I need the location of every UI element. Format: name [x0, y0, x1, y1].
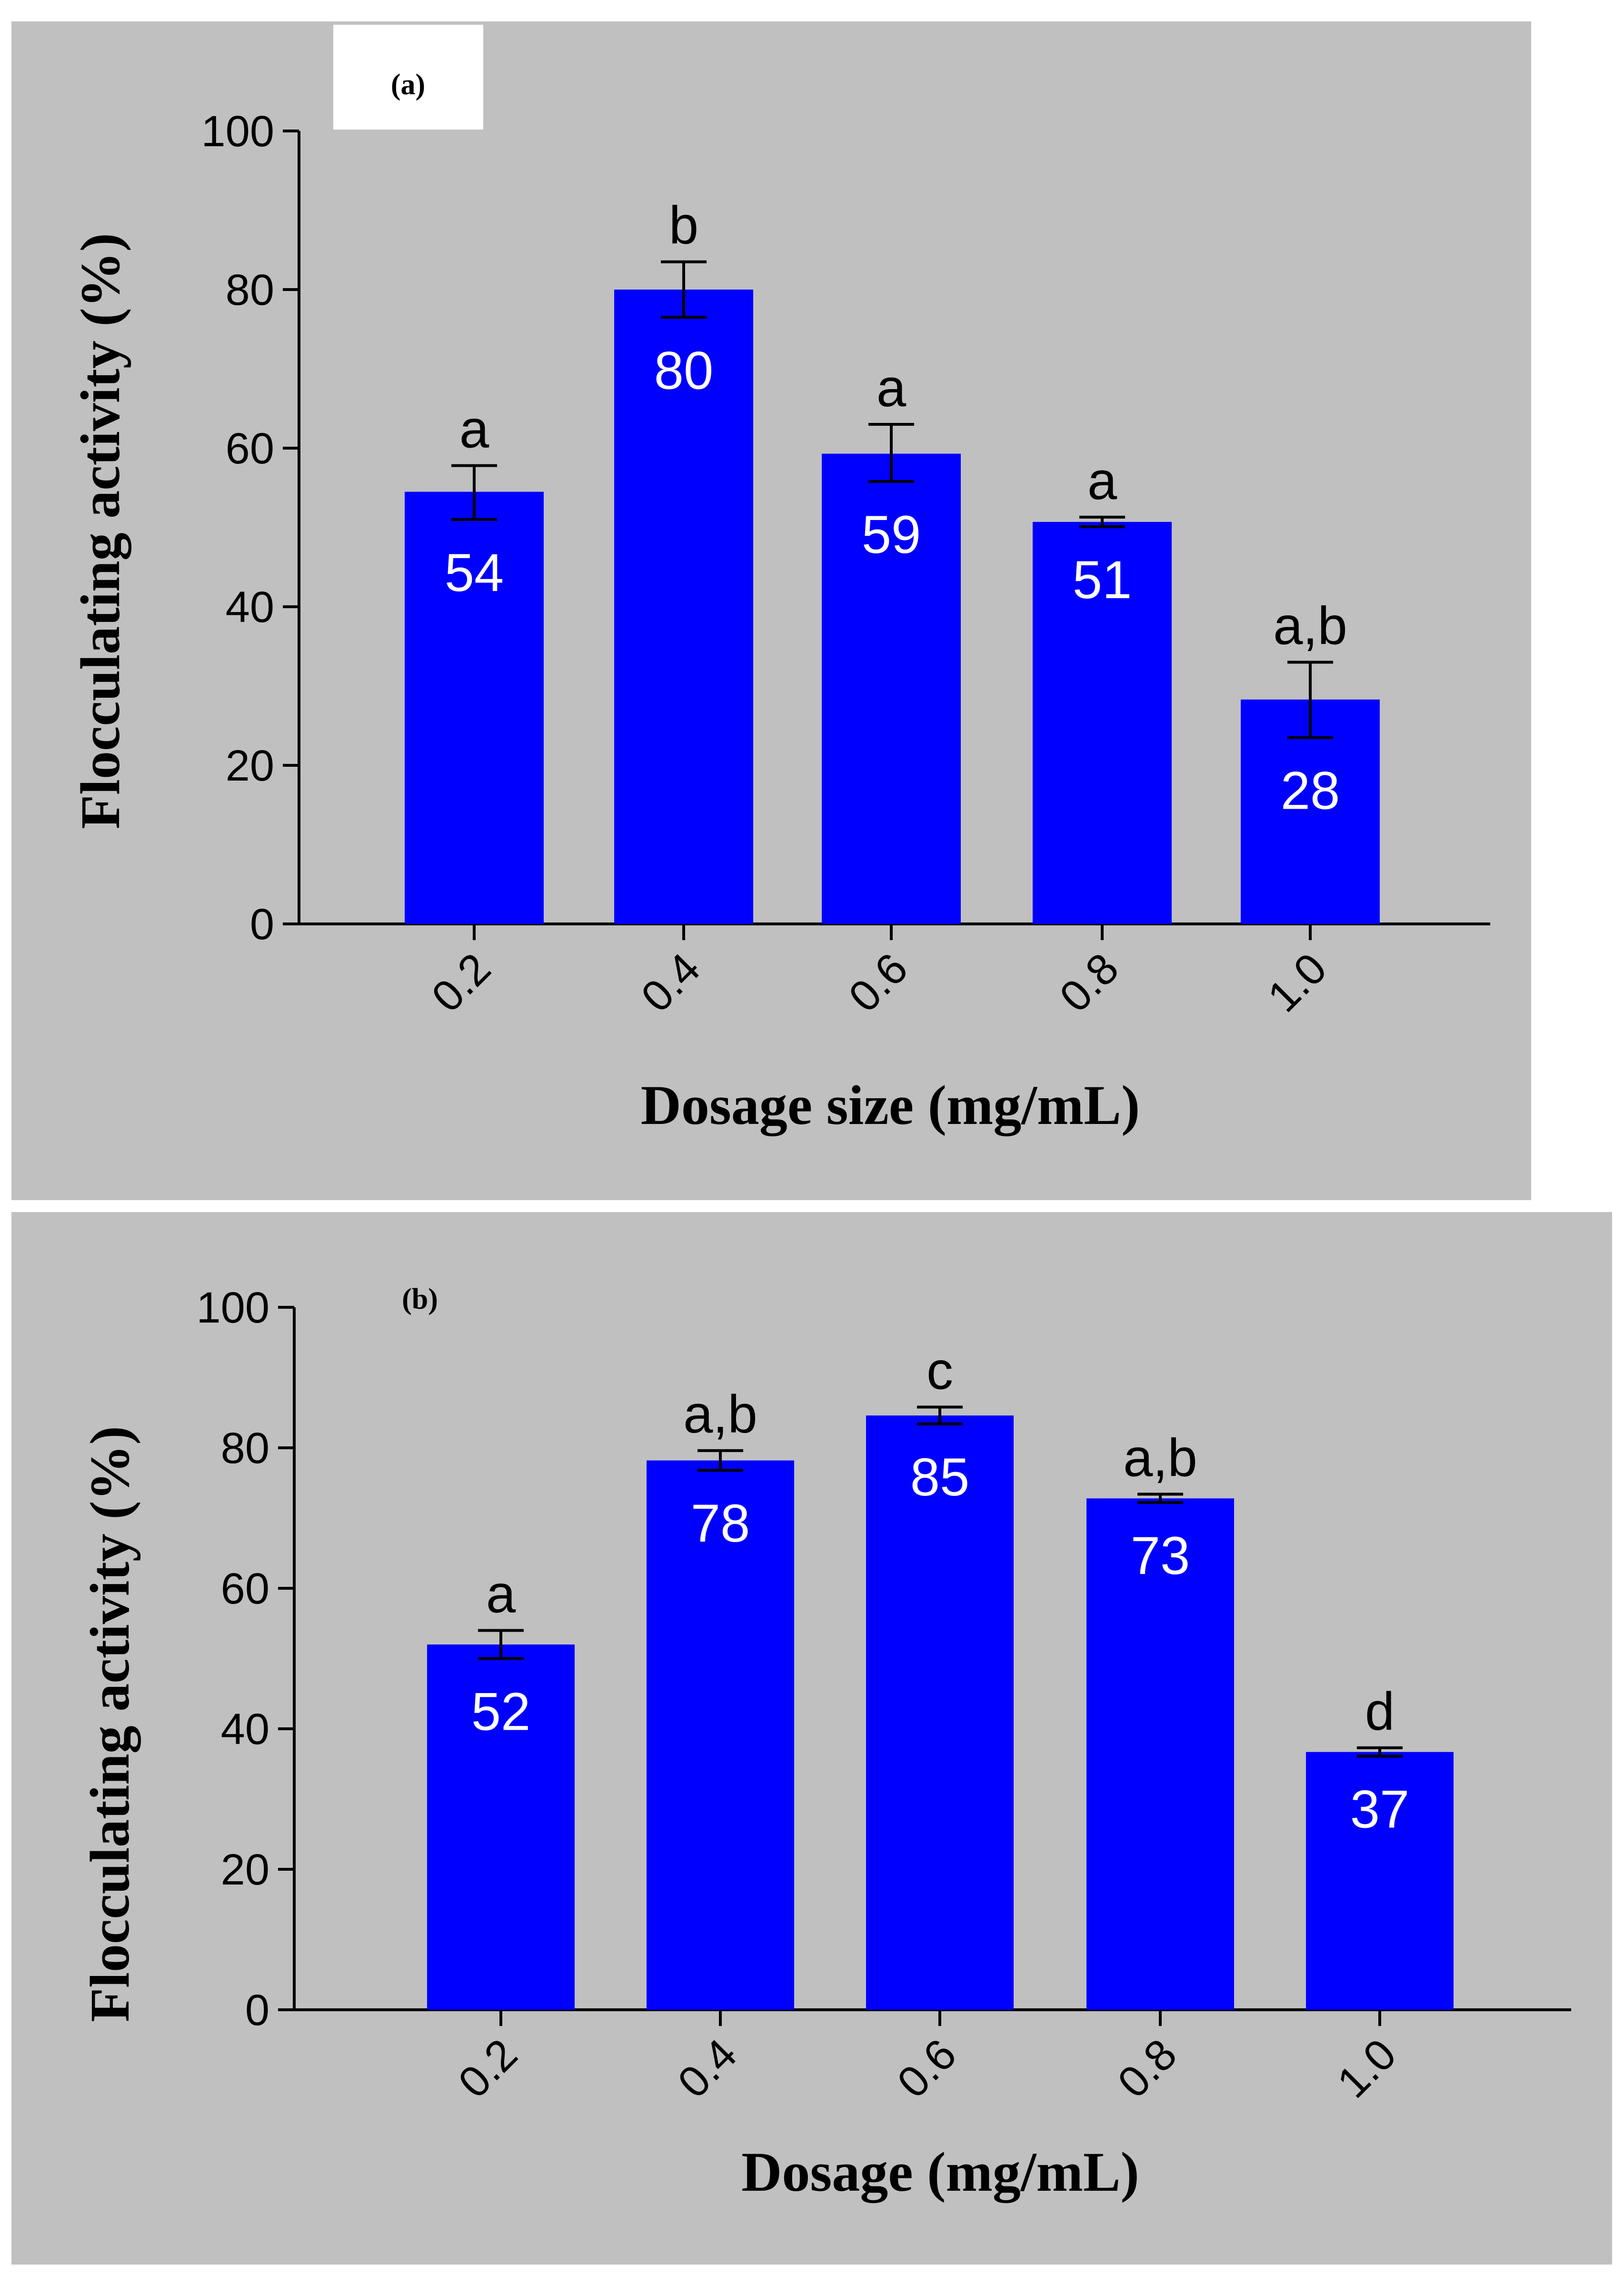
panel-b-y-tick-label: 60 [221, 1564, 269, 1613]
panel-b-y-tick-label: 80 [221, 1424, 269, 1473]
panel-a-significance-letter: b [669, 196, 698, 255]
panel-b-label: (b) [402, 1283, 438, 1315]
panel-b-value-label: 37 [1350, 1780, 1410, 1839]
panel-b-y-tick-label: 100 [197, 1283, 270, 1332]
panel-a-bar [614, 290, 753, 924]
panel-a-y-tick-label: 20 [226, 742, 274, 790]
panel-b-bar [427, 1644, 575, 2010]
panel-b-bar [647, 1460, 794, 2010]
panel-b-y-tick-label: 40 [221, 1705, 269, 1754]
panel-b-value-label: 52 [471, 1682, 531, 1742]
panel-a-significance-letter: a [877, 358, 907, 418]
panel-a-significance-letter: a [1087, 451, 1117, 511]
panel-a-value-label: 80 [654, 341, 714, 400]
panel-a-value-label: 28 [1281, 761, 1340, 821]
panel-a-y-tick-label: 60 [226, 424, 274, 473]
panel-a-label: (a) [391, 69, 425, 101]
panel-a-bar [822, 453, 961, 924]
panel-a-significance-letter: a,b [1273, 596, 1347, 656]
panel-a-value-label: 59 [862, 505, 921, 564]
panel-b-value-label: 78 [691, 1494, 750, 1553]
panel-a-value-label: 51 [1073, 550, 1132, 610]
panel-a-y-axis-title: Flocculating activity (%) [69, 233, 131, 829]
panel-a-background [11, 21, 1531, 1200]
panel-a-bar [405, 491, 544, 924]
panel-b-y-axis-title: Flocculating activity (%) [79, 1426, 141, 2022]
panel-a-x-axis-title: Dosage size (mg/mL) [641, 1074, 1140, 1136]
panel-b-significance-letter: a,b [683, 1384, 757, 1444]
panel-b-value-label: 85 [910, 1447, 970, 1507]
panel-b-bar [1306, 1752, 1454, 2010]
panel-a-bars: a 54 b 80 a 59 a 51 a,b 28 [405, 196, 1380, 924]
panel-b-y-tick-label: 0 [245, 1986, 269, 2035]
panel-a-label-box [333, 25, 483, 130]
panel-a-y-tick-label: 100 [201, 107, 275, 156]
panel-b-x-axis-title: Dosage (mg/mL) [741, 2141, 1139, 2203]
panel-b-background [11, 1212, 1612, 2265]
panel-a-y-tick-label: 80 [226, 266, 274, 314]
panel-b-y-tick-label: 20 [221, 1845, 269, 1894]
panel-b-value-label: 73 [1131, 1526, 1190, 1585]
panel-b-significance-letter: d [1365, 1682, 1395, 1741]
panel-a-significance-letter: a [459, 400, 489, 459]
panel-a-y-tick-label: 0 [250, 900, 274, 949]
panel-b-bar [1086, 1498, 1234, 2010]
panel-b-significance-letter: c [927, 1341, 953, 1400]
panel-b-significance-letter: a,b [1123, 1428, 1197, 1487]
panel-b-bar [866, 1415, 1014, 2010]
panel-b-significance-letter: a [486, 1564, 516, 1624]
panel-a-bar [1033, 521, 1172, 924]
panel-a-value-label: 54 [445, 543, 504, 602]
panel-b-bars: a 52 a,b 78 c 85 a,b 73 d 37 [427, 1341, 1454, 2010]
panel-a-y-tick-label: 40 [226, 583, 274, 632]
